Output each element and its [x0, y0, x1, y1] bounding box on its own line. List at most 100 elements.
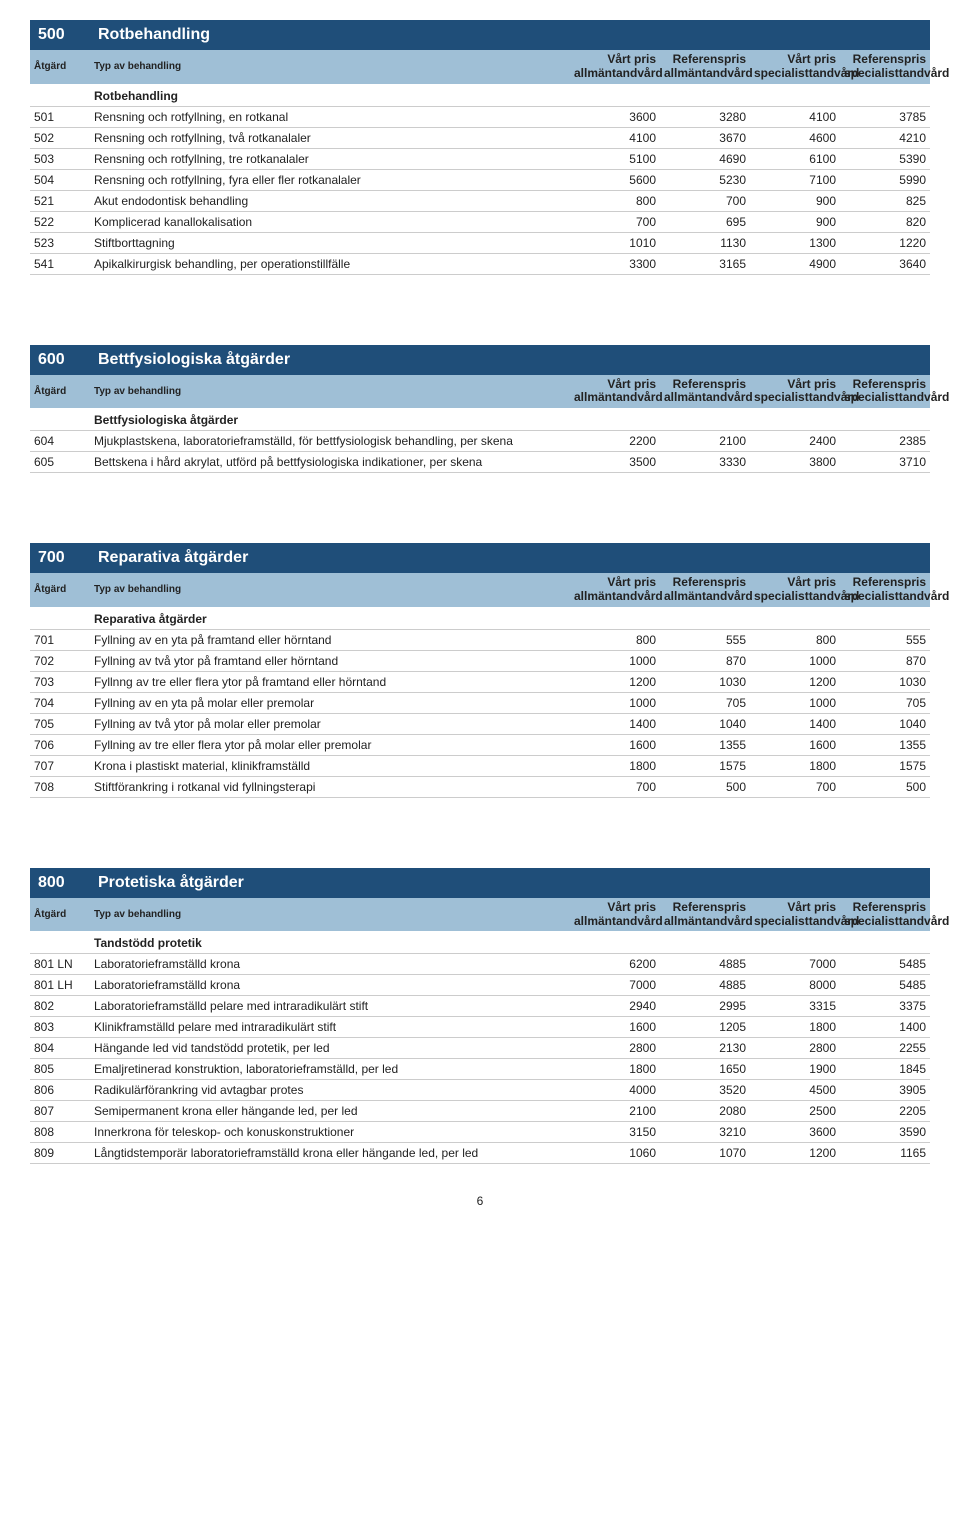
row-desc: Laboratorieframställd pelare med intrara… — [90, 996, 570, 1017]
row-desc: Fyllning av tre eller flera ytor på mola… — [90, 734, 570, 755]
row-value: 6100 — [750, 148, 840, 169]
row-value: 825 — [840, 190, 930, 211]
row-value: 3500 — [570, 452, 660, 473]
row-desc: Innerkrona för teleskop- och konuskonstr… — [90, 1122, 570, 1143]
row-value: 1600 — [750, 734, 840, 755]
row-value: 2400 — [750, 431, 840, 452]
table-row: 703Fyllnng av tre eller flera ytor på fr… — [30, 671, 930, 692]
col-price-1: Vårt prisallmäntandvård — [570, 573, 660, 607]
row-value: 3670 — [660, 127, 750, 148]
table-row: 701Fyllning av en yta på framtand eller … — [30, 629, 930, 650]
section-code: 700 — [38, 549, 98, 567]
col-price-1: Vårt prisallmäntandvård — [570, 375, 660, 409]
row-value: 1355 — [840, 734, 930, 755]
row-value: 7000 — [750, 954, 840, 975]
row-value: 2100 — [660, 431, 750, 452]
row-value: 1575 — [840, 755, 930, 776]
row-value: 7000 — [570, 975, 660, 996]
section-title: 600Bettfysiologiska åtgärder — [30, 345, 930, 375]
row-value: 1165 — [840, 1143, 930, 1164]
row-value: 4690 — [660, 148, 750, 169]
row-desc: Bettskena i hård akrylat, utförd på bett… — [90, 452, 570, 473]
row-value: 3905 — [840, 1080, 930, 1101]
table-row: 803Klinikframställd pelare med intraradi… — [30, 1017, 930, 1038]
row-value: 800 — [570, 190, 660, 211]
table-row: 804Hängande led vid tandstödd protetik, … — [30, 1038, 930, 1059]
subhead-row: Rotbehandling — [30, 84, 930, 107]
row-value: 5230 — [660, 169, 750, 190]
table-row: 503Rensning och rotfyllning, tre rotkana… — [30, 148, 930, 169]
table-row: 702Fyllning av två ytor på framtand elle… — [30, 650, 930, 671]
row-value: 1000 — [750, 650, 840, 671]
row-desc: Krona i plastiskt material, klinikframst… — [90, 755, 570, 776]
row-desc: Laboratorieframställd krona — [90, 954, 570, 975]
row-value: 1800 — [750, 755, 840, 776]
row-value: 705 — [660, 692, 750, 713]
row-code: 541 — [30, 253, 90, 274]
row-value: 1010 — [570, 232, 660, 253]
col-price-3: Vårt prisspecialisttandvård — [750, 898, 840, 932]
row-value: 3300 — [570, 253, 660, 274]
row-value: 3280 — [660, 106, 750, 127]
row-value: 1200 — [750, 671, 840, 692]
row-value: 3640 — [840, 253, 930, 274]
table-row: 708Stiftförankring i rotkanal vid fyllni… — [30, 776, 930, 797]
row-value: 1600 — [570, 1017, 660, 1038]
row-code: 522 — [30, 211, 90, 232]
row-value: 1130 — [660, 232, 750, 253]
row-desc: Fyllning av två ytor på molar eller prem… — [90, 713, 570, 734]
table-row: 801 LNLaboratorieframställd krona6200488… — [30, 954, 930, 975]
col-price-4: Referensprisspecialisttandvård — [840, 898, 930, 932]
row-code: 502 — [30, 127, 90, 148]
row-value: 3785 — [840, 106, 930, 127]
table-row: 809Långtidstemporär laboratorieframställ… — [30, 1143, 930, 1164]
row-code: 801 LN — [30, 954, 90, 975]
row-value: 2995 — [660, 996, 750, 1017]
section-title: 800Protetiska åtgärder — [30, 868, 930, 898]
subhead-text: Rotbehandling — [90, 84, 570, 107]
row-value: 2205 — [840, 1101, 930, 1122]
row-value: 1200 — [570, 671, 660, 692]
table-row: 801 LHLaboratorieframställd krona7000488… — [30, 975, 930, 996]
col-price-1: Vårt prisallmäntandvård — [570, 898, 660, 932]
table-row: 705Fyllning av två ytor på molar eller p… — [30, 713, 930, 734]
row-value: 700 — [660, 190, 750, 211]
row-code: 708 — [30, 776, 90, 797]
section-title: 700Reparativa åtgärder — [30, 543, 930, 573]
row-desc: Emaljretinerad konstruktion, laboratorie… — [90, 1059, 570, 1080]
row-desc: Radikulärförankring vid avtagbar protes — [90, 1080, 570, 1101]
row-value: 1040 — [840, 713, 930, 734]
row-value: 705 — [840, 692, 930, 713]
table-row: 541Apikalkirurgisk behandling, per opera… — [30, 253, 930, 274]
row-value: 4100 — [570, 127, 660, 148]
row-value: 1060 — [570, 1143, 660, 1164]
table-row: 522Komplicerad kanallokalisation70069590… — [30, 211, 930, 232]
table-row: 707Krona i plastiskt material, klinikfra… — [30, 755, 930, 776]
row-code: 605 — [30, 452, 90, 473]
row-value: 6200 — [570, 954, 660, 975]
row-desc: Hängande led vid tandstödd protetik, per… — [90, 1038, 570, 1059]
subhead-text: Bettfysiologiska åtgärder — [90, 408, 570, 431]
table-row: 806Radikulärförankring vid avtagbar prot… — [30, 1080, 930, 1101]
row-value: 7100 — [750, 169, 840, 190]
row-code: 707 — [30, 755, 90, 776]
row-value: 1575 — [660, 755, 750, 776]
col-price-1: Vårt prisallmäntandvård — [570, 50, 660, 84]
row-value: 700 — [570, 776, 660, 797]
col-price-2: Referensprisallmäntandvård — [660, 375, 750, 409]
row-code: 523 — [30, 232, 90, 253]
row-desc: Klinikframställd pelare med intraradikul… — [90, 1017, 570, 1038]
section-title-text: Bettfysiologiska åtgärder — [98, 351, 290, 368]
subhead-row: Tandstödd protetik — [30, 931, 930, 954]
row-value: 3330 — [660, 452, 750, 473]
row-desc: Stiftförankring i rotkanal vid fyllnings… — [90, 776, 570, 797]
row-value: 5100 — [570, 148, 660, 169]
col-atgard: Åtgärd — [30, 898, 90, 932]
row-value: 2255 — [840, 1038, 930, 1059]
row-value: 1000 — [570, 692, 660, 713]
row-value: 3150 — [570, 1122, 660, 1143]
row-value: 5390 — [840, 148, 930, 169]
row-value: 1800 — [570, 755, 660, 776]
row-value: 3710 — [840, 452, 930, 473]
table-row: 807Semipermanent krona eller hängande le… — [30, 1101, 930, 1122]
